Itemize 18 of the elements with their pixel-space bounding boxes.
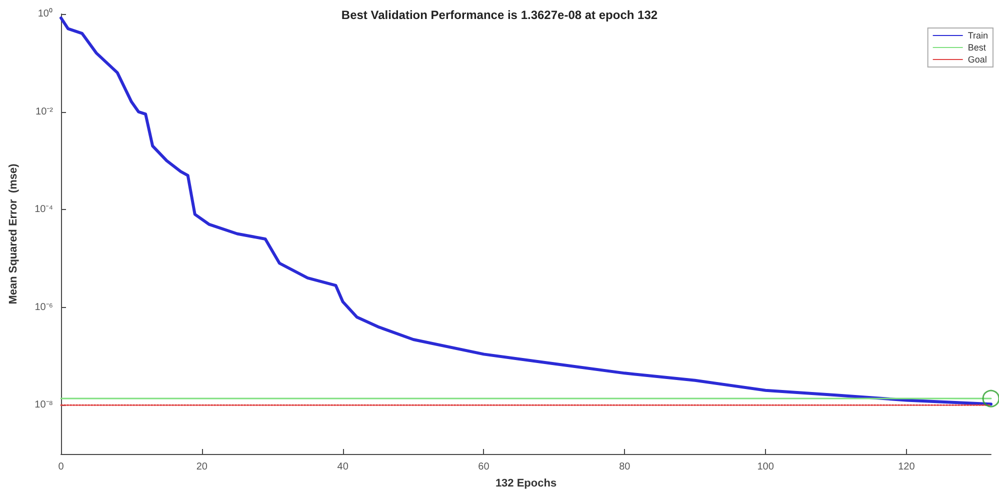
x-tick-label: 80 <box>619 462 631 472</box>
y-tick-label: 10⁻⁸ <box>34 400 53 411</box>
x-axis-title: 132 Epochs <box>495 478 557 490</box>
x-tick-label: 120 <box>898 462 916 472</box>
x-tick-label: 40 <box>337 462 349 472</box>
y-tick-label: 10⁻⁶ <box>34 302 53 313</box>
legend-label: Goal <box>968 54 987 64</box>
x-tick-label: 0 <box>58 462 64 472</box>
y-tick-label: 10⁻² <box>36 106 54 118</box>
legend-label: Best <box>968 42 986 52</box>
chart-title: Best Validation Performance is 1.3627e-08 at epoch 132 <box>341 8 658 22</box>
legend-label: Train <box>968 30 988 40</box>
y-axis-title: Mean Squared Error (mse) <box>8 163 20 304</box>
y-tick-label: 10⁰ <box>38 8 53 20</box>
x-tick-label: 60 <box>478 462 490 472</box>
y-tick-label: 10⁻⁴ <box>34 204 53 216</box>
x-tick-label: 20 <box>196 462 208 472</box>
x-tick-label: 100 <box>757 462 774 472</box>
